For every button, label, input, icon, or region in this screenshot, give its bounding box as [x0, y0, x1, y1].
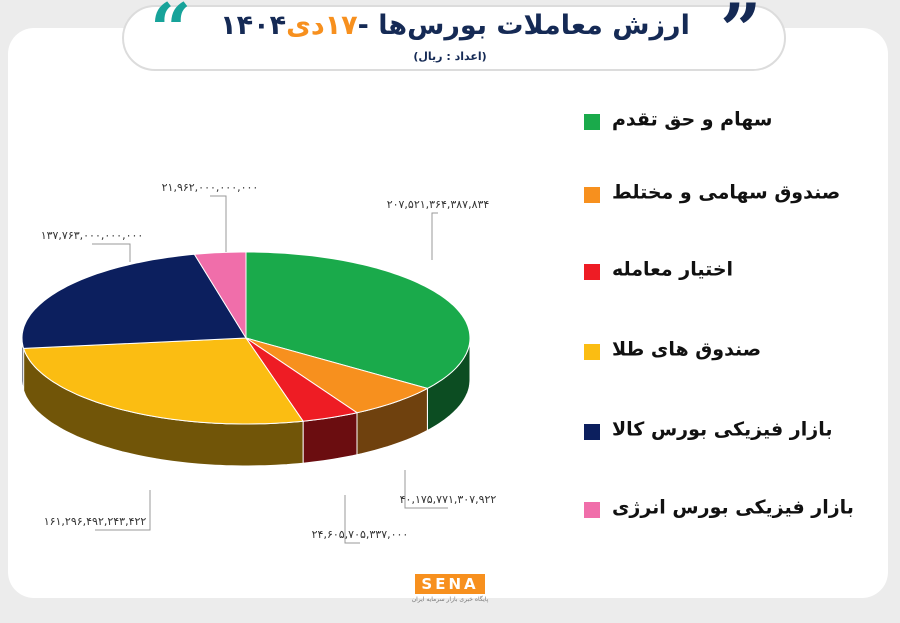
leader-line	[210, 195, 227, 252]
chart-title: ارزش معاملات بورس‌ها -۱۷دی۱۴۰۴	[200, 10, 710, 41]
legend-swatch	[584, 424, 600, 440]
legend-label: سهام و حق تقدم	[612, 109, 772, 131]
legend-label: اختیار معامله	[612, 259, 733, 281]
legend-swatch	[584, 114, 600, 130]
title-text: ارزش معاملات بورس‌ها -	[357, 10, 690, 41]
subtitle: (اعداد : ریال)	[413, 50, 487, 63]
logo: SENA پایگاه خبری بازار سرمایه ایران	[408, 574, 492, 603]
data-label: ۲۰۷,۵۲۱,۳۶۴,۳۸۷,۸۳۴	[387, 198, 490, 211]
legend-label: بازار فیزیکی بورس انرژی	[612, 497, 854, 519]
slice	[193, 251, 247, 340]
leader-line	[92, 243, 131, 262]
legend-swatch	[584, 344, 600, 360]
legend-swatch	[584, 187, 600, 203]
slice	[22, 337, 304, 425]
quote-icon: ”	[720, 0, 762, 72]
data-label: ۱۶۱,۲۹۶,۴۹۲,۲۴۳,۴۲۲	[44, 515, 147, 528]
leader-line	[404, 470, 448, 509]
title-day: ۱۷دی	[286, 10, 358, 41]
slice	[245, 337, 359, 422]
leader-line	[95, 490, 151, 531]
slice	[245, 251, 471, 389]
logo-caption: پایگاه خبری بازار سرمایه ایران	[411, 596, 489, 603]
legend-label: صندوق های طلا	[612, 339, 761, 361]
quote-icon: “	[150, 0, 192, 72]
legend-label: بازار فیزیکی بورس کالا	[612, 419, 832, 441]
title-banner	[122, 5, 786, 71]
leader-line	[344, 495, 360, 544]
data-label: ۲۱,۹۶۲,۰۰۰,۰۰۰,۰۰۰	[162, 181, 259, 194]
legend-label: صندوق سهامی و مختلط	[612, 182, 840, 204]
slice	[21, 253, 247, 349]
legend-swatch	[584, 502, 600, 518]
logo-mark: SENA	[415, 574, 485, 594]
title-year: ۱۴۰۴	[220, 10, 287, 41]
data-label: ۲۴,۶۰۵,۷۰۵,۳۳۷,۰۰۰	[312, 528, 409, 541]
slice	[245, 337, 429, 414]
data-label: ۴۰,۱۷۵,۷۷۱,۳۰۷,۹۲۲	[400, 493, 497, 506]
legend-swatch	[584, 264, 600, 280]
leader-line	[431, 212, 438, 260]
data-label: ۱۳۷,۷۶۳,۰۰۰,۰۰۰,۰۰۰	[41, 229, 144, 242]
